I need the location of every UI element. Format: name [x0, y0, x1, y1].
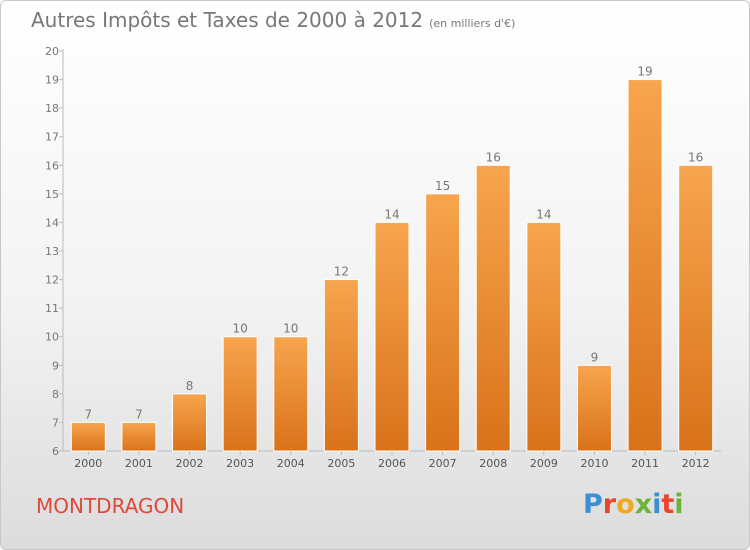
bar — [678, 164, 714, 452]
bar — [425, 193, 461, 452]
data-label: 14 — [536, 207, 551, 221]
x-tick-label: 2000 — [74, 457, 102, 470]
logo-letter: P — [583, 489, 603, 520]
logo-letter: i — [652, 489, 662, 520]
bar — [475, 164, 511, 452]
proxiti-logo: Proxiti — [583, 489, 684, 520]
x-tick-label: 2003 — [226, 457, 254, 470]
bar — [323, 279, 359, 452]
x-tick-label: 2004 — [277, 457, 305, 470]
town-name: MONTDRAGON — [36, 494, 185, 518]
logo-letter: x — [634, 489, 653, 520]
bar — [172, 393, 208, 452]
bar — [222, 336, 258, 452]
logo-letter: r — [602, 489, 617, 520]
logo-letter: i — [674, 489, 684, 520]
bar — [627, 79, 663, 452]
chart-title-main: Autres Impôts et Taxes de 2000 à 2012 — [31, 8, 424, 32]
y-tick-label: 7 — [52, 416, 59, 429]
x-tick-label: 2001 — [125, 457, 153, 470]
logo-letter: t — [661, 489, 675, 520]
chart-title-unit: (en milliers d'€) — [429, 17, 516, 30]
x-tick-label: 2011 — [631, 457, 659, 470]
data-label: 8 — [186, 379, 194, 393]
x-tick-label: 2010 — [580, 457, 608, 470]
logo-letter: o — [616, 489, 635, 520]
x-tick-label: 2012 — [682, 457, 710, 470]
data-label: 16 — [486, 150, 501, 164]
data-label: 10 — [283, 322, 298, 336]
bar — [374, 221, 410, 452]
y-tick-label: 16 — [45, 159, 59, 172]
bar — [273, 336, 309, 452]
y-tick-label: 10 — [45, 331, 59, 344]
data-label: 10 — [233, 322, 248, 336]
bar — [576, 364, 612, 452]
data-label: 7 — [84, 407, 92, 421]
y-tick-label: 18 — [45, 102, 59, 115]
x-tick-label: 2006 — [378, 457, 406, 470]
x-tick-label: 2008 — [479, 457, 507, 470]
data-label: 9 — [591, 350, 599, 364]
x-tick-label: 2002 — [176, 457, 204, 470]
data-label: 14 — [384, 207, 399, 221]
data-label: 7 — [135, 407, 143, 421]
y-tick-label: 9 — [52, 359, 59, 372]
data-label: 16 — [688, 150, 703, 164]
y-tick-label: 12 — [45, 274, 59, 287]
data-label: 15 — [435, 179, 450, 193]
bar — [121, 421, 157, 452]
y-tick-label: 8 — [52, 388, 59, 401]
x-tick-label: 2005 — [327, 457, 355, 470]
y-tick-label: 6 — [52, 445, 59, 458]
y-tick-label: 19 — [45, 74, 59, 87]
bar — [526, 221, 562, 452]
y-tick-label: 15 — [45, 188, 59, 201]
data-label: 12 — [334, 265, 349, 279]
y-tick-label: 14 — [45, 216, 59, 229]
y-tick-label: 20 — [45, 45, 59, 58]
x-tick-label: 2007 — [429, 457, 457, 470]
y-tick-label: 11 — [45, 302, 59, 315]
y-tick-label: 13 — [45, 245, 59, 258]
bar — [70, 421, 106, 452]
data-label: 19 — [637, 65, 652, 79]
chart-title: Autres Impôts et Taxes de 2000 à 2012 (en… — [31, 8, 515, 32]
y-tick-label: 17 — [45, 131, 59, 144]
x-tick-label: 2009 — [530, 457, 558, 470]
